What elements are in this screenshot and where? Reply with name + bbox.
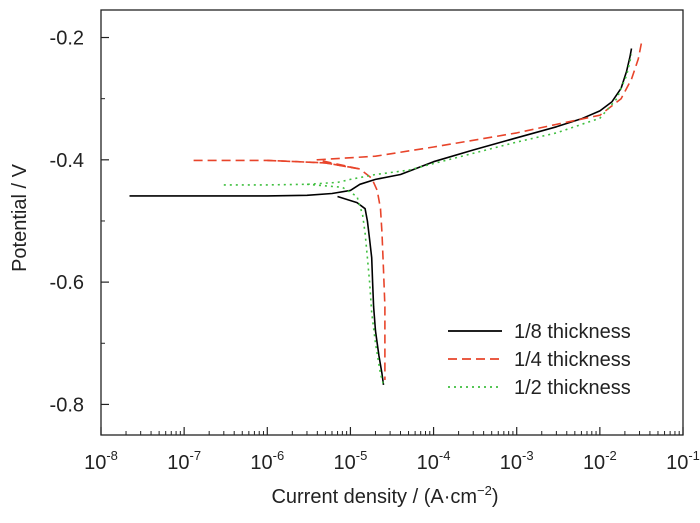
- legend-label: 1/4 thickness: [514, 349, 631, 371]
- x-axis-title-close: ): [492, 486, 499, 508]
- x-axis-title: Current density / (A·cm−2): [271, 483, 498, 508]
- y-tick-label: -0.4: [50, 150, 84, 172]
- series-line-1-anodic-branch: [129, 48, 633, 197]
- series-line-1-cathodic-branch: [337, 195, 385, 386]
- series-line-3-cathodic-branch: [306, 183, 385, 386]
- series-line-2-cathodic-branch: [267, 159, 386, 380]
- series-line-3-anodic-branch: [223, 54, 633, 186]
- x-tick-label: 10-3: [500, 448, 534, 474]
- x-tick-label: 10-5: [334, 448, 368, 474]
- y-tick-label: -0.8: [50, 394, 84, 416]
- x-tick-label: 10-4: [417, 448, 451, 474]
- series-line-2-anodic-branch: [193, 40, 643, 170]
- legend: 1/8 thickness 1/4 thickness 1/2 thickness: [448, 321, 631, 399]
- x-tick-label: 10-1: [666, 448, 700, 474]
- y-tick-label: -0.2: [50, 28, 84, 50]
- axis-ticks: 10-8 10-7 10-6 10-5 10-4 10-3 10-2 10-1 -0.2 -0.4…: [50, 28, 700, 474]
- legend-label: 1/8 thickness: [514, 321, 631, 343]
- y-tick-label: -0.6: [50, 272, 84, 294]
- x-tick-label: 10-6: [250, 448, 284, 474]
- y-axis-title: Potential / V: [9, 163, 31, 272]
- series-group: [129, 40, 643, 386]
- plot-frame: [100, 9, 684, 436]
- legend-label: 1/2 thickness: [514, 377, 631, 399]
- x-tick-label: 10-7: [167, 448, 201, 474]
- x-axis-title-exponent: −2: [477, 483, 492, 498]
- x-tick-label: 10-8: [84, 448, 118, 474]
- x-tick-label: 10-2: [583, 448, 617, 474]
